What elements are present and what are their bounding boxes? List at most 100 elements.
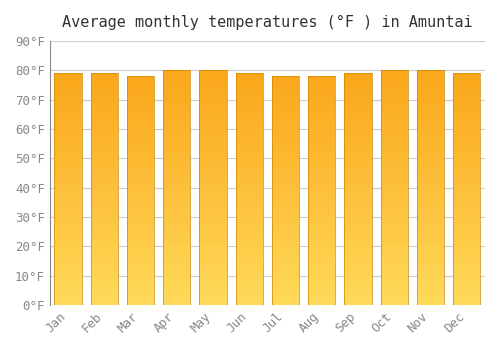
Bar bbox=[344, 87, 372, 92]
Bar bbox=[163, 281, 190, 286]
Bar bbox=[90, 231, 118, 236]
Bar bbox=[127, 94, 154, 99]
Bar bbox=[163, 183, 190, 188]
Bar bbox=[380, 286, 408, 291]
Bar bbox=[90, 124, 118, 129]
Bar bbox=[90, 115, 118, 120]
Bar bbox=[200, 117, 226, 122]
Bar bbox=[236, 231, 263, 236]
Bar bbox=[127, 223, 154, 227]
Bar bbox=[454, 175, 480, 180]
Bar bbox=[163, 188, 190, 193]
Bar bbox=[454, 282, 480, 287]
Bar bbox=[272, 177, 299, 181]
Bar bbox=[417, 70, 444, 75]
Bar bbox=[417, 122, 444, 127]
Bar bbox=[54, 83, 82, 87]
Bar bbox=[236, 273, 263, 277]
Bar bbox=[200, 127, 226, 131]
Bar bbox=[127, 136, 154, 140]
Bar bbox=[236, 73, 263, 78]
Bar bbox=[380, 211, 408, 216]
Bar bbox=[308, 108, 336, 113]
Bar bbox=[272, 191, 299, 195]
Bar bbox=[380, 108, 408, 112]
Bar bbox=[417, 272, 444, 277]
Bar bbox=[344, 273, 372, 277]
Bar bbox=[380, 150, 408, 155]
Bar bbox=[380, 291, 408, 296]
Bar bbox=[380, 230, 408, 235]
Bar bbox=[236, 129, 263, 133]
Bar bbox=[417, 225, 444, 230]
Bar bbox=[200, 136, 226, 141]
Bar bbox=[454, 212, 480, 217]
Bar bbox=[90, 96, 118, 101]
Bar bbox=[308, 104, 336, 108]
Bar bbox=[380, 160, 408, 164]
Bar bbox=[417, 267, 444, 272]
Bar bbox=[344, 73, 372, 305]
Bar bbox=[344, 189, 372, 194]
Bar bbox=[308, 131, 336, 136]
Bar bbox=[344, 226, 372, 231]
Bar bbox=[200, 230, 226, 235]
Bar bbox=[163, 206, 190, 211]
Bar bbox=[163, 108, 190, 112]
Bar bbox=[200, 206, 226, 211]
Bar bbox=[344, 291, 372, 296]
Bar bbox=[54, 73, 82, 78]
Bar bbox=[236, 208, 263, 212]
Bar bbox=[380, 193, 408, 197]
Bar bbox=[344, 198, 372, 203]
Bar bbox=[308, 200, 336, 204]
Bar bbox=[200, 70, 226, 75]
Bar bbox=[236, 217, 263, 222]
Bar bbox=[163, 145, 190, 150]
Bar bbox=[236, 287, 263, 291]
Bar bbox=[380, 155, 408, 160]
Bar bbox=[344, 208, 372, 212]
Bar bbox=[272, 126, 299, 131]
Bar bbox=[54, 161, 82, 166]
Bar bbox=[454, 273, 480, 277]
Bar bbox=[272, 204, 299, 209]
Bar bbox=[308, 177, 336, 181]
Bar bbox=[163, 230, 190, 235]
Bar bbox=[127, 195, 154, 200]
Bar bbox=[54, 96, 82, 101]
Bar bbox=[308, 300, 336, 305]
Bar bbox=[417, 131, 444, 136]
Bar bbox=[200, 281, 226, 286]
Bar bbox=[90, 282, 118, 287]
Bar bbox=[200, 169, 226, 174]
Bar bbox=[344, 263, 372, 268]
Bar bbox=[54, 101, 82, 106]
Bar bbox=[127, 117, 154, 122]
Bar bbox=[163, 244, 190, 249]
Bar bbox=[380, 249, 408, 253]
Bar bbox=[417, 239, 444, 244]
Bar bbox=[236, 87, 263, 92]
Bar bbox=[454, 194, 480, 198]
Bar bbox=[90, 170, 118, 175]
Bar bbox=[54, 212, 82, 217]
Bar bbox=[54, 133, 82, 138]
Bar bbox=[272, 282, 299, 287]
Bar bbox=[127, 186, 154, 191]
Bar bbox=[236, 203, 263, 208]
Bar bbox=[308, 140, 336, 145]
Bar bbox=[308, 181, 336, 186]
Bar bbox=[308, 291, 336, 296]
Bar bbox=[454, 78, 480, 83]
Bar bbox=[454, 291, 480, 296]
Bar bbox=[454, 129, 480, 133]
Bar bbox=[90, 110, 118, 115]
Bar bbox=[272, 300, 299, 305]
Bar bbox=[417, 75, 444, 80]
Bar bbox=[272, 154, 299, 159]
Bar bbox=[308, 259, 336, 264]
Bar bbox=[90, 240, 118, 245]
Bar bbox=[454, 106, 480, 110]
Bar bbox=[127, 113, 154, 117]
